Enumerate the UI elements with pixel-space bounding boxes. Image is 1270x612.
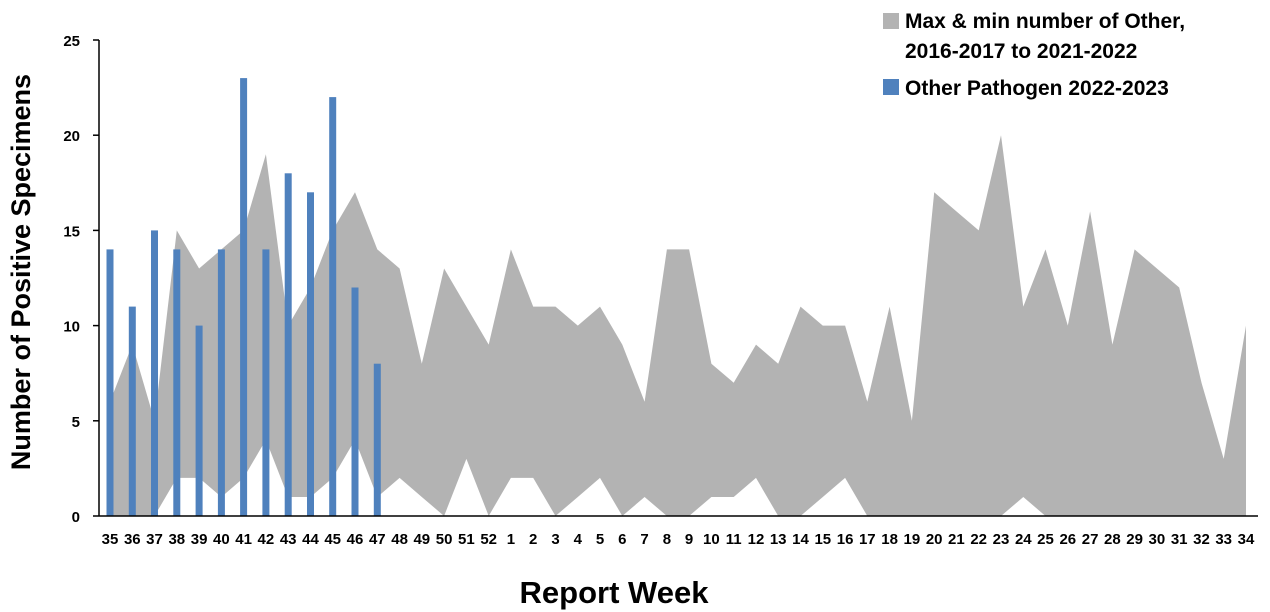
x-tick-label: 15	[814, 531, 831, 548]
legend-swatch-bar	[883, 79, 899, 95]
x-tick-label: 49	[413, 531, 430, 548]
bar-week-46	[351, 287, 359, 516]
range-area-layer	[110, 135, 1246, 516]
x-tick-label: 30	[1149, 531, 1166, 548]
legend-label-range-line2: 2016-2017 to 2021-2022	[905, 40, 1137, 63]
y-tick-label: 20	[63, 128, 80, 145]
x-tick-label: 47	[369, 531, 386, 548]
y-tick-label: 15	[63, 223, 80, 240]
range-area	[110, 135, 1246, 516]
x-tick-label: 45	[324, 531, 341, 548]
x-tick-label: 12	[748, 531, 765, 548]
bar-week-40	[217, 249, 225, 516]
x-tick-label: 38	[168, 531, 185, 548]
y-tick-labels: 0 5 10 15 20 25	[63, 33, 80, 526]
x-tick-label: 43	[280, 531, 297, 548]
bar-week-37	[151, 230, 158, 516]
x-tick-label: 25	[1037, 531, 1054, 548]
x-tick-label: 20	[926, 531, 943, 548]
x-tick-label: 46	[347, 531, 364, 548]
x-tick-label: 14	[792, 531, 809, 548]
x-tick-label: 19	[904, 531, 921, 548]
x-tick-label: 10	[703, 531, 720, 548]
x-tick-label: 51	[458, 531, 475, 548]
bar-week-45	[329, 97, 337, 516]
x-tick-label: 23	[993, 531, 1010, 548]
x-tick-label: 3	[551, 531, 559, 548]
x-tick-label: 5	[596, 531, 604, 548]
bar-week-36	[128, 306, 136, 516]
x-tick-label: 4	[574, 531, 583, 548]
x-tick-label: 13	[770, 531, 787, 548]
x-tick-label: 36	[124, 531, 141, 548]
y-tick-label: 10	[63, 319, 80, 336]
x-tick-label: 22	[970, 531, 987, 548]
legend-label-range-line1: Max & min number of Other,	[905, 10, 1185, 33]
bar-week-47	[373, 363, 381, 516]
x-tick-label: 29	[1126, 531, 1143, 548]
x-tick-label: 34	[1238, 531, 1255, 548]
x-tick-label: 18	[881, 531, 898, 548]
x-tick-label: 50	[436, 531, 453, 548]
x-tick-label: 31	[1171, 531, 1188, 548]
x-tick-label: 28	[1104, 531, 1121, 548]
axes	[93, 39, 1258, 517]
x-tick-label: 2	[529, 531, 537, 548]
x-tick-label: 8	[663, 531, 671, 548]
x-tick-label: 17	[859, 531, 876, 548]
x-tick-label: 33	[1215, 531, 1232, 548]
bar-layer	[106, 78, 381, 517]
x-tick-label: 40	[213, 531, 230, 548]
x-tick-label: 35	[102, 531, 119, 548]
y-tick-label: 0	[72, 509, 80, 526]
legend-swatch-range	[883, 13, 899, 29]
x-tick-label: 24	[1015, 531, 1032, 548]
x-tick-labels: 35 36 37 38 39 40 41 42 43 44 45 46 47 48 49 50 51 52 1 2 3 4…	[102, 531, 1255, 548]
x-tick-label: 32	[1193, 531, 1210, 548]
legend: Max & min number of Other, 2016-2017 to …	[883, 10, 1185, 100]
x-tick-label: 6	[618, 531, 626, 548]
x-tick-label: 26	[1059, 531, 1076, 548]
legend-label-bar: Other Pathogen 2022-2023	[905, 77, 1169, 100]
x-tick-label: 39	[191, 531, 208, 548]
x-tick-label: 48	[391, 531, 408, 548]
x-tick-label: 27	[1082, 531, 1099, 548]
x-tick-label: 41	[235, 531, 252, 548]
y-tick-label: 5	[72, 414, 80, 431]
x-tick-label: 44	[302, 531, 319, 548]
bar-week-35	[106, 249, 114, 516]
bar-week-43	[284, 173, 292, 517]
bar-week-42	[262, 249, 270, 516]
bar-week-38	[173, 249, 181, 516]
x-tick-label: 11	[726, 531, 742, 548]
x-tick-label: 1	[507, 531, 515, 548]
y-axis-title: Number of Positive Specimens	[6, 74, 36, 470]
x-tick-label: 52	[480, 531, 497, 548]
x-tick-label: 42	[258, 531, 275, 548]
x-tick-label: 9	[685, 531, 693, 548]
x-tick-label: 7	[640, 531, 648, 548]
x-tick-label: 16	[837, 531, 854, 548]
bar-week-41	[240, 78, 248, 516]
x-axis-title: Report Week	[520, 575, 710, 610]
bar-week-44	[307, 192, 314, 517]
x-tick-label: 37	[146, 531, 163, 548]
bar-week-39	[195, 325, 203, 516]
y-tick-label: 25	[63, 33, 80, 50]
x-tick-label: 21	[948, 531, 965, 548]
